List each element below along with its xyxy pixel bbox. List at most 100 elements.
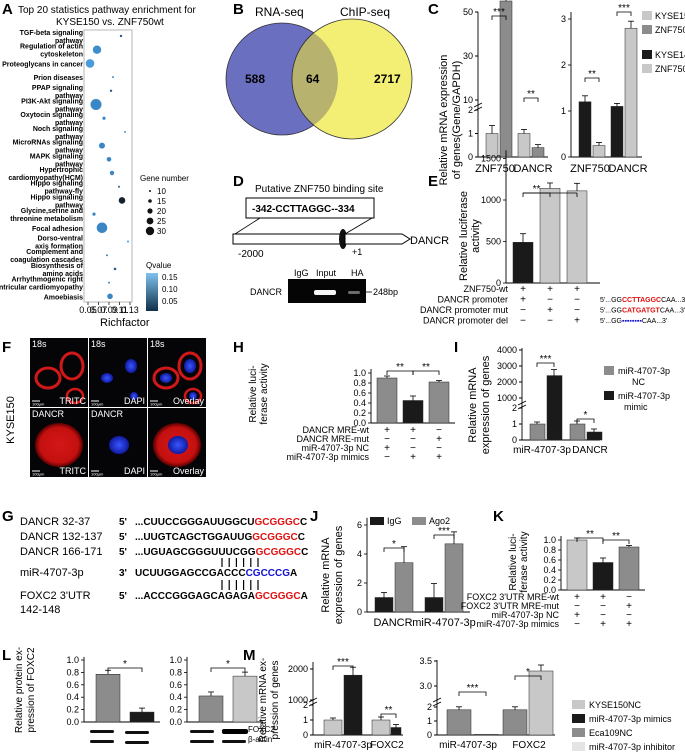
blot-label: FOXC2 [248,725,275,734]
panel-label-g: G [2,508,14,525]
y-tick-label: 1.0 [169,655,182,665]
sequence-direction: 3' [119,568,127,579]
tile-channel-label: TRITC [60,396,87,406]
luciferase-bar [592,562,614,591]
y-tick-label: 0.0 [353,418,366,428]
enrichment-dot [124,130,126,133]
panel-i: I Relative mRNA expression of genes 0 1 21… [454,339,670,456]
nucleus [184,359,196,373]
seq-tail: C [298,532,305,543]
panel-h-chart: 0.00.20.40.60.81.0 ** **DANCR MRE-wt + + −DAN… [286,362,455,463]
enrichment-dot [106,254,108,257]
legend-swatch [642,11,652,20]
y-tick-label: 2000 [288,664,308,674]
condition-sign: + [520,295,526,306]
enrichment-dot [119,34,123,38]
luciferase-bar [512,242,534,284]
condition-sign: − [384,452,390,463]
condition-row-label: FOXC2 3'UTR MRE-mut [461,601,560,611]
legend-label: NC [632,377,645,387]
sig-label: *** [493,7,505,18]
x-tick-label: 0.09 [100,305,118,315]
panel-e: E Relative luciferase activity 0 500 1000 1… [420,150,685,327]
enrichment-dot [96,222,108,234]
y-tick-label: 0.8 [353,378,366,388]
seq-prefix: 5'...GG [600,297,622,304]
seq-seed: CGCCCG [246,568,291,579]
x-label: ZNF750 [475,163,515,175]
seq-prefix: 5'...GG [600,318,622,325]
legend-dot [146,217,154,225]
axis-break [432,697,442,707]
qvalue-ticks: 0.15 0.10 0.05 [162,273,178,306]
microscopy-tile: 18s TRITC 100μm [30,338,88,407]
enrichment-dot [90,99,102,110]
y-tick-label: 10 [463,95,473,105]
binding-site-box [245,197,375,219]
zoom-line-left [234,217,261,235]
gel-band-ha [348,291,360,294]
sig-label: *** [618,3,630,14]
y-tick-label: 0 [427,730,432,740]
panel-label-d: D [233,173,244,190]
venn-right-count: 2717 [374,72,401,86]
pathway-term-label: TGF-beta signaling [20,30,83,37]
tile-channel-label: TRITC [60,466,87,476]
bar-eca109nc-foxc2 [502,709,528,736]
scale-bar-label: 100μm [150,472,163,477]
tile-label-top-left: 18s [150,339,165,349]
x-label: FOXC2 [512,740,546,751]
y-tick-label: 500 [486,237,501,247]
venn-left-count: 588 [245,72,265,86]
bar-mimics-foxc2 [390,727,402,736]
microscopy-grid: 18s TRITC 100μm 18s DAPI 100μm 18s Overlay 100μm… [30,338,206,477]
venn-left-label: RNA-seq [255,5,304,19]
bar-igg-dancr [374,597,394,613]
legend-dot [149,190,151,192]
condition-sign: − [574,295,580,306]
sequence-text: UCUUGGAGCCGACCCCGCCCGA [135,568,297,579]
panel-label-c: C [428,1,439,18]
y-tick-label: 0.2 [66,705,79,715]
y-tick-label: 1.0 [66,655,79,665]
y-tick-label: 1.0 [543,535,556,545]
enrichment-dot [102,116,106,120]
panel-k-chart: 0.00.20.40.60.81.0 ** ** FOXC2 3'UTR MRE-wt… [461,529,645,630]
seq-site: ▪▪▪▪▪▪▪▪ [622,318,642,325]
condition-sign: − [520,305,526,316]
enrichment-dot [109,89,113,93]
y-tick-label: 0.4 [66,692,79,702]
blot-band-actin [125,741,149,744]
sequence-direction: 5' [119,591,127,602]
legend-value: 25 [157,217,166,226]
scale-bar-label: 100μm [32,402,45,407]
panel-c: C Relative mRNA expression of genes(Gene… [428,0,685,185]
qvalue-tick-label: 0.05 [162,297,178,306]
condition-sign: − [436,425,442,436]
bar-inhibitor-foxc2 [528,670,554,736]
y-tick-label: 0.0 [66,717,79,727]
bar-znf750wt-znf750 [499,0,513,158]
legend-swatch [412,517,426,525]
pathway-term-label: pathway [55,120,83,127]
pathway-term-label: Noch signaling [33,126,83,133]
pathway-term-label: pathway [55,161,83,168]
condition-row-label: DANCR MRE-mut [296,434,369,444]
pathway-term-label: Focal adhesion [32,226,83,233]
y-tick-label: 4 [357,549,362,559]
panel-label-e: E [428,173,438,190]
promoter-sequence: 5'...GGCATGATGTCAA...3' [600,308,685,315]
panel-m: M Relative mRNA ex- pression of genes 0 1… [243,647,675,752]
condition-sign: − [547,316,553,327]
y-tick-label: 6 [357,520,362,530]
y-tick-label: 0.6 [66,680,79,690]
bar-ago2-dancr [394,562,414,613]
cell-line-label: KYSE150 [5,396,17,444]
pathway-term-label: Dorso-ventral [37,236,83,243]
seq-tail: C [300,517,307,528]
seq-seed: GCGGGC [252,532,298,543]
y-tick-label: 1 [512,419,517,429]
luciferase-bar [376,377,398,424]
